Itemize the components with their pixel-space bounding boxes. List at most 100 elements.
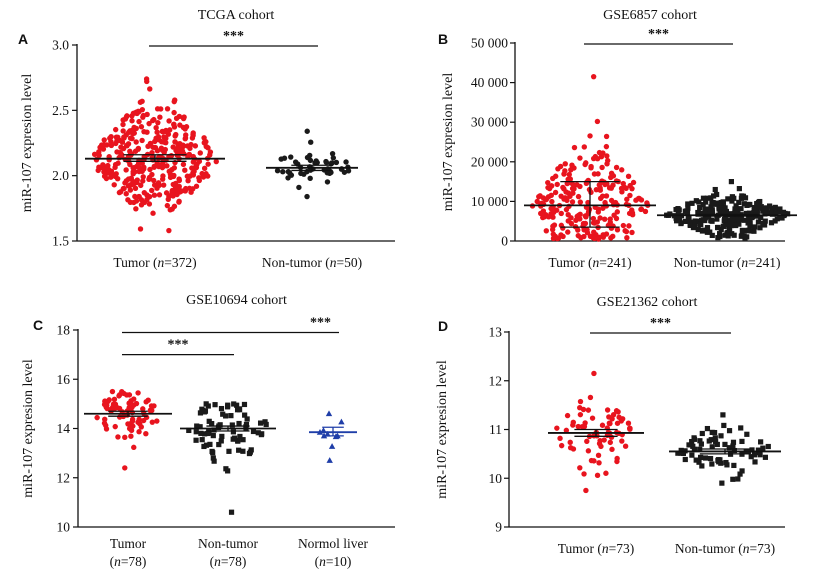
data-point xyxy=(211,458,217,464)
data-point xyxy=(168,192,175,198)
data-point xyxy=(255,430,261,436)
data-point xyxy=(731,462,737,469)
data-point xyxy=(166,227,172,234)
data-point xyxy=(707,455,714,462)
data-point xyxy=(682,218,688,224)
data-point xyxy=(758,439,764,445)
data-point xyxy=(777,206,783,212)
data-point xyxy=(106,397,112,403)
data-point xyxy=(126,425,133,432)
data-point xyxy=(326,457,333,463)
data-point xyxy=(131,444,137,451)
data-point xyxy=(541,214,548,220)
data-point xyxy=(700,195,707,201)
data-point xyxy=(164,202,171,209)
data-point xyxy=(625,173,632,180)
data-point xyxy=(301,171,307,177)
data-point xyxy=(136,118,142,125)
data-point xyxy=(697,204,703,211)
data-point xyxy=(107,135,113,141)
data-point xyxy=(202,408,209,414)
data-point xyxy=(205,161,211,167)
data-point xyxy=(250,428,257,435)
data-point xyxy=(133,125,139,132)
data-point xyxy=(721,422,727,429)
data-point xyxy=(607,439,613,446)
data-point xyxy=(132,148,139,154)
x-category-count: (n=78) xyxy=(110,554,147,569)
data-point xyxy=(762,222,768,228)
data-point xyxy=(154,418,160,424)
data-point xyxy=(561,186,567,192)
data-point xyxy=(549,206,556,212)
y-axis-label: miR-107 expresion level xyxy=(435,360,450,499)
data-point xyxy=(292,159,299,165)
data-point xyxy=(642,208,649,215)
data-point xyxy=(685,201,691,207)
data-point xyxy=(584,438,590,445)
data-point xyxy=(724,222,730,228)
data-point xyxy=(596,182,603,188)
data-point xyxy=(754,210,760,216)
data-point xyxy=(333,159,340,166)
data-point xyxy=(777,209,783,215)
data-point xyxy=(235,438,241,444)
y-axis-label: miR-107 expresion level xyxy=(20,74,35,213)
data-point xyxy=(717,233,723,240)
data-point xyxy=(711,193,717,199)
data-point xyxy=(613,215,620,222)
data-point xyxy=(714,191,720,198)
data-point xyxy=(585,407,592,413)
x-category-label: Tumor (n=241) xyxy=(548,255,631,270)
data-point xyxy=(160,182,167,188)
data-point xyxy=(127,187,134,193)
data-point xyxy=(587,133,593,139)
data-point xyxy=(278,156,284,162)
data-point xyxy=(243,421,250,428)
data-point xyxy=(722,441,728,448)
data-point xyxy=(145,143,151,150)
data-point xyxy=(552,173,559,179)
data-point xyxy=(702,455,709,461)
data-point xyxy=(561,171,567,177)
data-point xyxy=(727,218,733,224)
data-point xyxy=(288,154,294,160)
data-point xyxy=(210,455,216,461)
data-point xyxy=(218,405,225,412)
data-point xyxy=(602,216,608,222)
x-category-label: Non-tumor (n=73) xyxy=(675,541,775,556)
data-point xyxy=(150,144,156,150)
data-point xyxy=(590,155,597,162)
data-point xyxy=(615,409,621,415)
data-point xyxy=(329,150,336,157)
data-point xyxy=(139,137,145,144)
data-point xyxy=(224,404,231,410)
x-category-label: Non-tumor xyxy=(198,536,258,551)
data-point xyxy=(209,421,215,427)
data-point xyxy=(590,215,597,222)
data-point xyxy=(240,437,246,443)
data-point xyxy=(719,480,725,486)
data-point xyxy=(562,161,568,167)
x-category-label: Normol liver xyxy=(298,536,369,551)
data-point xyxy=(569,199,576,205)
data-point xyxy=(603,470,609,476)
data-point xyxy=(241,401,248,408)
data-point xyxy=(603,143,610,150)
chart-title-d: GSE21362 cohort xyxy=(597,295,698,310)
data-point xyxy=(209,448,215,455)
data-point xyxy=(594,472,601,479)
scatter-group-0 xyxy=(554,370,633,494)
data-point xyxy=(764,205,770,211)
data-point xyxy=(216,441,222,448)
data-point xyxy=(708,204,714,210)
data-point xyxy=(565,212,571,218)
data-point xyxy=(330,155,337,161)
data-point xyxy=(608,235,614,241)
data-point xyxy=(577,405,583,411)
data-point xyxy=(624,196,630,202)
data-point xyxy=(287,170,293,176)
significance-label: *** xyxy=(650,316,671,331)
data-point xyxy=(135,390,141,396)
